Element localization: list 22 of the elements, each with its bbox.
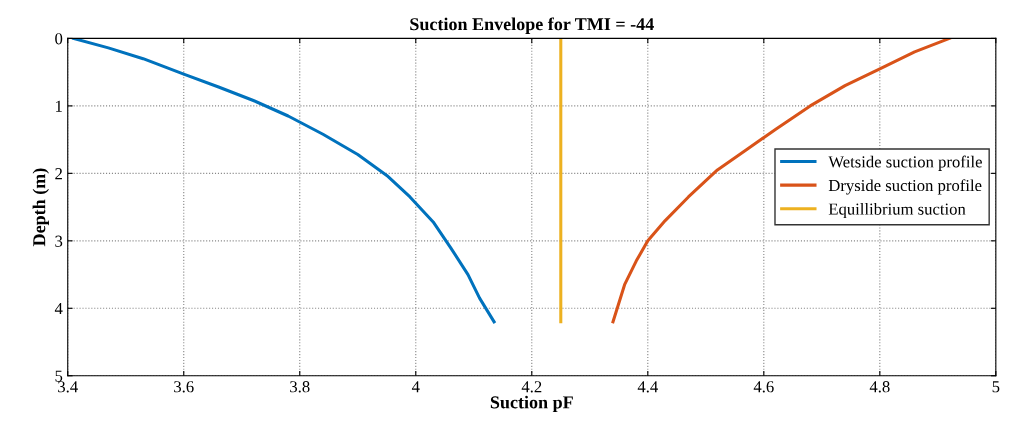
- x-tick-label: 3.4: [58, 381, 78, 393]
- chart-title: Suction Envelope for TMI = -44: [410, 17, 654, 34]
- x-tick-label: 3.8: [290, 381, 310, 393]
- y-tick-label: 4: [54, 303, 63, 315]
- legend-label: Wetside suction profile: [828, 155, 982, 171]
- x-tick-label: 4.4: [637, 381, 658, 393]
- y-axis-title: Depth (m): [32, 168, 49, 247]
- legend-label: Equillibrium suction: [828, 202, 966, 219]
- line-series: [72, 38, 496, 324]
- y-tick-label: 5: [55, 370, 63, 382]
- x-tick-label: 4.6: [753, 381, 774, 393]
- y-tick-label: 1: [56, 100, 62, 112]
- x-tick-label: 4.8: [869, 381, 890, 393]
- x-tick-label: 3.6: [174, 381, 194, 393]
- legend-label: Dryside suction profile: [828, 179, 982, 195]
- y-tick-label: 2: [55, 168, 62, 180]
- y-tick-label: 0: [55, 33, 63, 45]
- y-tick-label: 3: [55, 235, 63, 247]
- x-tick-label: 4: [411, 381, 420, 393]
- x-tick-label: 4.2: [521, 381, 542, 393]
- x-axis-title: Suction pF: [490, 395, 573, 413]
- x-tick-label: 5: [992, 381, 1000, 393]
